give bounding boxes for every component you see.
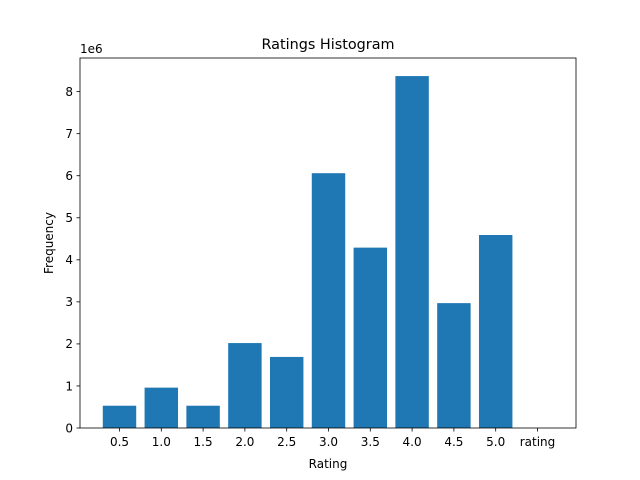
bar-4.0	[395, 76, 429, 428]
x-tick-label: 4.0	[403, 435, 422, 449]
y-axis-ticks: 0 1 2 3 4 5 6 7 8	[65, 85, 80, 435]
bar-3.5	[353, 247, 388, 429]
x-tick-label: rating	[520, 435, 556, 449]
y-tick-label: 7	[65, 127, 73, 141]
chart-title: Ratings Histogram	[261, 37, 394, 53]
x-tick-label: 1.0	[152, 435, 171, 449]
plot-frame	[79, 57, 577, 429]
x-tick-label: 4.5	[444, 435, 463, 449]
x-tick-label: 0.5	[110, 435, 129, 449]
bar-4.5	[437, 303, 471, 429]
bar-1.0	[144, 387, 179, 428]
bar-1.5	[186, 405, 220, 428]
x-tick-label: 3.0	[319, 435, 338, 449]
y-tick-label: 8	[65, 85, 73, 99]
y-tick-label: 2	[65, 337, 73, 351]
bar-series	[102, 76, 513, 429]
x-axis-label: Rating	[309, 457, 348, 471]
x-tick-label: 3.5	[361, 435, 380, 449]
x-tick-label: 2.5	[277, 435, 296, 449]
x-tick-label: 2.0	[235, 435, 254, 449]
bar-2.0	[228, 343, 262, 428]
x-tick-label: 5.0	[486, 435, 505, 449]
y-tick-label: 3	[65, 295, 73, 309]
y-tick-label: 4	[65, 253, 73, 267]
bar-0.5	[102, 405, 137, 428]
y-tick-label: 5	[65, 211, 73, 225]
y-axis-label: Frequency	[42, 212, 56, 274]
y-tick-label: 0	[65, 421, 73, 435]
x-tick-label: 1.5	[194, 435, 213, 449]
y-tick-label: 6	[65, 169, 73, 183]
x-axis-ticks: 0.5 1.0 1.5 2.0 2.5 3.0 3.5 4.0 4.5 5.0 rating	[110, 428, 555, 449]
bar-3.0	[311, 173, 346, 428]
y-tick-label: 1	[65, 379, 73, 393]
bar-2.5	[269, 356, 304, 428]
bar-5.0	[478, 235, 513, 428]
y-axis-multiplier: 1e6	[80, 42, 103, 56]
